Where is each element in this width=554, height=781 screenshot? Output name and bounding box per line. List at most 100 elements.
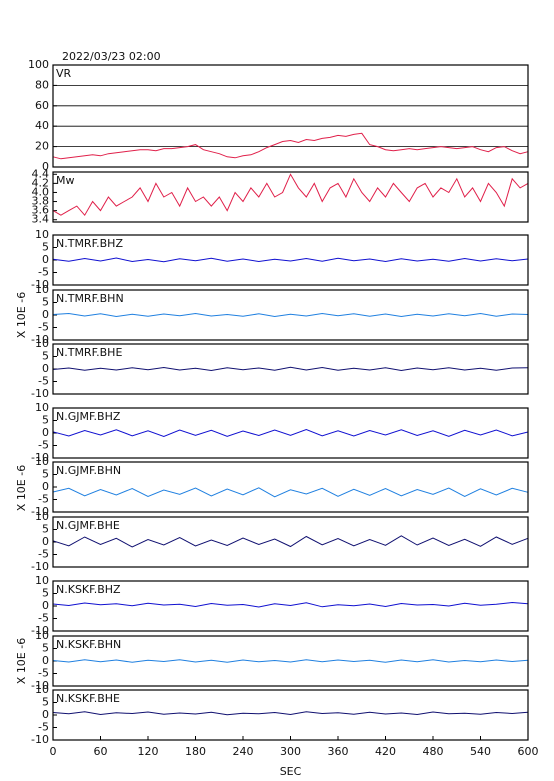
- y-tick-label: 0: [42, 480, 49, 493]
- panel-label: N.GJMF.BHE: [56, 519, 120, 532]
- trace-line: [52, 487, 529, 498]
- trace-line: [52, 257, 529, 263]
- x-tick-label: 240: [233, 745, 254, 758]
- y-tick-label: 3.4: [32, 213, 50, 226]
- panel-label: N.TMRF.BHZ: [56, 237, 123, 250]
- y-tick-label: 80: [35, 78, 49, 91]
- y-tick-label: 0: [42, 308, 49, 321]
- trace-line: [52, 173, 529, 217]
- y-tick-label: 60: [35, 99, 49, 112]
- y-tick-label: -5: [38, 548, 49, 561]
- y-tick-label: 4.4: [32, 167, 50, 180]
- trace-line: [52, 312, 529, 318]
- y-tick-label: 5: [42, 241, 49, 254]
- y-tick-label: -10: [31, 505, 49, 518]
- y-tick-label: 0: [42, 253, 49, 266]
- x-tick-label: 600: [518, 745, 539, 758]
- y-tick-label: 3.6: [32, 204, 50, 217]
- x-tick-label: 540: [470, 745, 491, 758]
- x-tick-label: 360: [328, 745, 349, 758]
- y-tick-label: -5: [38, 667, 49, 680]
- trace-line: [52, 659, 529, 663]
- x-tick-label: 60: [94, 745, 108, 758]
- y-tick-label: 5: [42, 642, 49, 655]
- y-tick-label: 40: [35, 119, 49, 132]
- trace-line: [52, 366, 529, 372]
- trace-line: [52, 535, 529, 548]
- chart-title: 2022/03/23 02:00: [62, 50, 161, 63]
- panel-label: VR: [56, 67, 72, 80]
- y-tick-label: 20: [35, 140, 49, 153]
- y-tick-label: 0: [42, 362, 49, 375]
- y-tick-label: -5: [38, 493, 49, 506]
- y-tick-label: 10: [35, 337, 49, 350]
- trace-line: [52, 132, 529, 160]
- y-tick-label: 10: [35, 401, 49, 414]
- panel-frame: [52, 407, 529, 459]
- y-tick-label: 3.8: [32, 195, 50, 208]
- trace-line: [52, 711, 529, 716]
- y-axis-label: X 10E -6: [15, 292, 28, 338]
- trace-line: [52, 601, 529, 608]
- panel-label: N.GJMF.BHN: [56, 464, 121, 477]
- y-tick-label: -10: [31, 624, 49, 637]
- panel-frame: [52, 516, 529, 568]
- x-tick-label: 300: [280, 745, 301, 758]
- y-tick-label: 0: [42, 654, 49, 667]
- panel-label: N.KSKF.BHZ: [56, 583, 121, 596]
- panel-label: N.KSKF.BHE: [56, 692, 120, 705]
- x-tick-label: 480: [423, 745, 444, 758]
- x-tick-label: 120: [138, 745, 159, 758]
- panel-frame: [52, 343, 529, 395]
- panel-frame: [52, 171, 529, 223]
- y-tick-label: 10: [35, 510, 49, 523]
- y-tick-label: 10: [35, 283, 49, 296]
- trace-line: [52, 428, 529, 438]
- panel-label: N.TMRF.BHN: [56, 292, 124, 305]
- y-tick-label: -10: [31, 679, 49, 692]
- y-tick-label: -5: [38, 266, 49, 279]
- y-tick-label: 10: [35, 228, 49, 241]
- y-tick-label: -10: [31, 387, 49, 400]
- panel-label: Mw: [56, 174, 75, 187]
- y-axis-label: X 10E -6: [15, 465, 28, 511]
- y-tick-label: 0: [42, 599, 49, 612]
- y-axis-label: X 10E -6: [15, 638, 28, 684]
- y-tick-label: 5: [42, 468, 49, 481]
- panel-frame: [52, 234, 529, 286]
- panel-label: N.TMRF.BHE: [56, 346, 122, 359]
- panel-label: N.KSKF.BHN: [56, 638, 121, 651]
- y-tick-label: 5: [42, 296, 49, 309]
- y-tick-label: 5: [42, 587, 49, 600]
- panel-label: N.GJMF.BHZ: [56, 410, 121, 423]
- y-tick-label: -5: [38, 439, 49, 452]
- y-tick-label: -10: [31, 560, 49, 573]
- y-tick-label: 5: [42, 523, 49, 536]
- y-tick-label: 100: [28, 58, 49, 71]
- y-tick-label: 5: [42, 350, 49, 363]
- y-tick-label: 4.0: [32, 185, 50, 198]
- y-tick-label: -5: [38, 375, 49, 388]
- y-tick-label: 0: [42, 535, 49, 548]
- y-tick-label: -5: [38, 321, 49, 334]
- y-tick-label: 0: [42, 708, 49, 721]
- panel-frame: [52, 289, 529, 341]
- y-tick-label: 0: [42, 160, 49, 173]
- y-tick-label: -10: [31, 733, 49, 746]
- y-tick-label: -5: [38, 721, 49, 734]
- y-tick-label: 10: [35, 683, 49, 696]
- x-tick-label: 420: [375, 745, 396, 758]
- y-tick-label: 10: [35, 629, 49, 642]
- panel-frame: [52, 580, 529, 632]
- y-tick-label: -5: [38, 612, 49, 625]
- x-tick-label: 180: [185, 745, 206, 758]
- y-tick-label: 5: [42, 414, 49, 427]
- y-tick-label: -10: [31, 451, 49, 464]
- panel-frame: [52, 635, 529, 687]
- y-tick-label: 0: [42, 426, 49, 439]
- y-tick-label: 10: [35, 455, 49, 468]
- panel-frame: [52, 64, 529, 168]
- y-tick-label: -10: [31, 333, 49, 346]
- y-tick-label: 10: [35, 574, 49, 587]
